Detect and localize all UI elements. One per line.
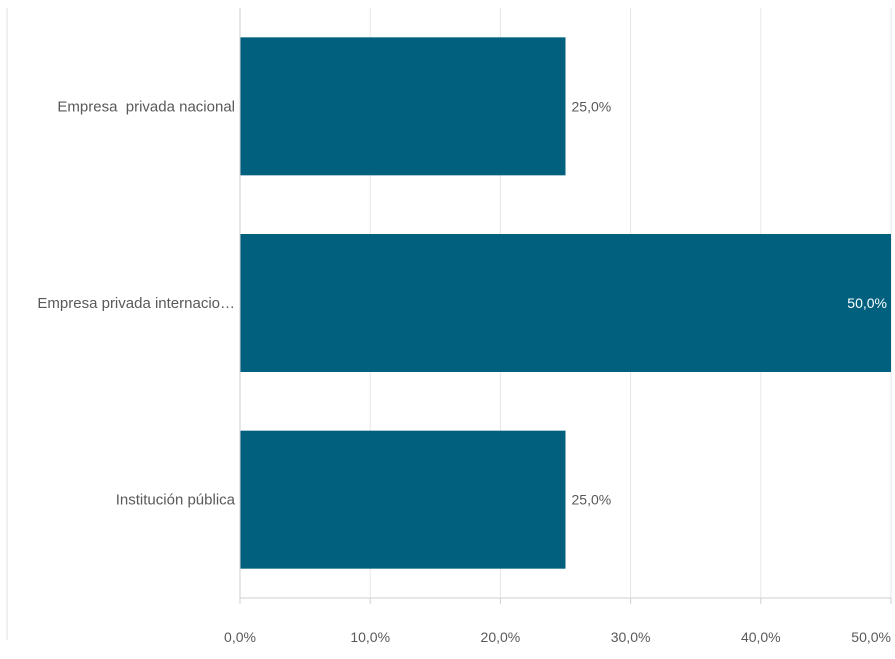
data-label: 25,0% [572, 492, 612, 508]
category-label: Empresa privada nacional [57, 98, 235, 115]
x-tick-label: 30,0% [611, 629, 651, 645]
x-tick-label: 0,0% [224, 629, 256, 645]
x-axis: 0,0% 10,0% 20,0% 30,0% 40,0% 50,0% [224, 8, 892, 645]
data-labels: 25,0% 50,0% 25,0% [572, 98, 888, 507]
x-tick-label: 10,0% [350, 629, 390, 645]
bar [240, 430, 566, 569]
x-tick-label: 50,0% [851, 629, 891, 645]
bar [240, 234, 891, 372]
bars [240, 37, 891, 569]
data-label: 50,0% [847, 295, 887, 311]
bar [240, 37, 566, 176]
x-tick-label: 20,0% [481, 629, 521, 645]
category-label: Empresa privada internacio… [37, 295, 235, 312]
category-labels: Empresa privada nacional Empresa privada … [37, 98, 235, 508]
data-label: 25,0% [572, 98, 612, 114]
x-tick-label: 40,0% [741, 629, 781, 645]
category-label: Institución pública [116, 492, 236, 509]
